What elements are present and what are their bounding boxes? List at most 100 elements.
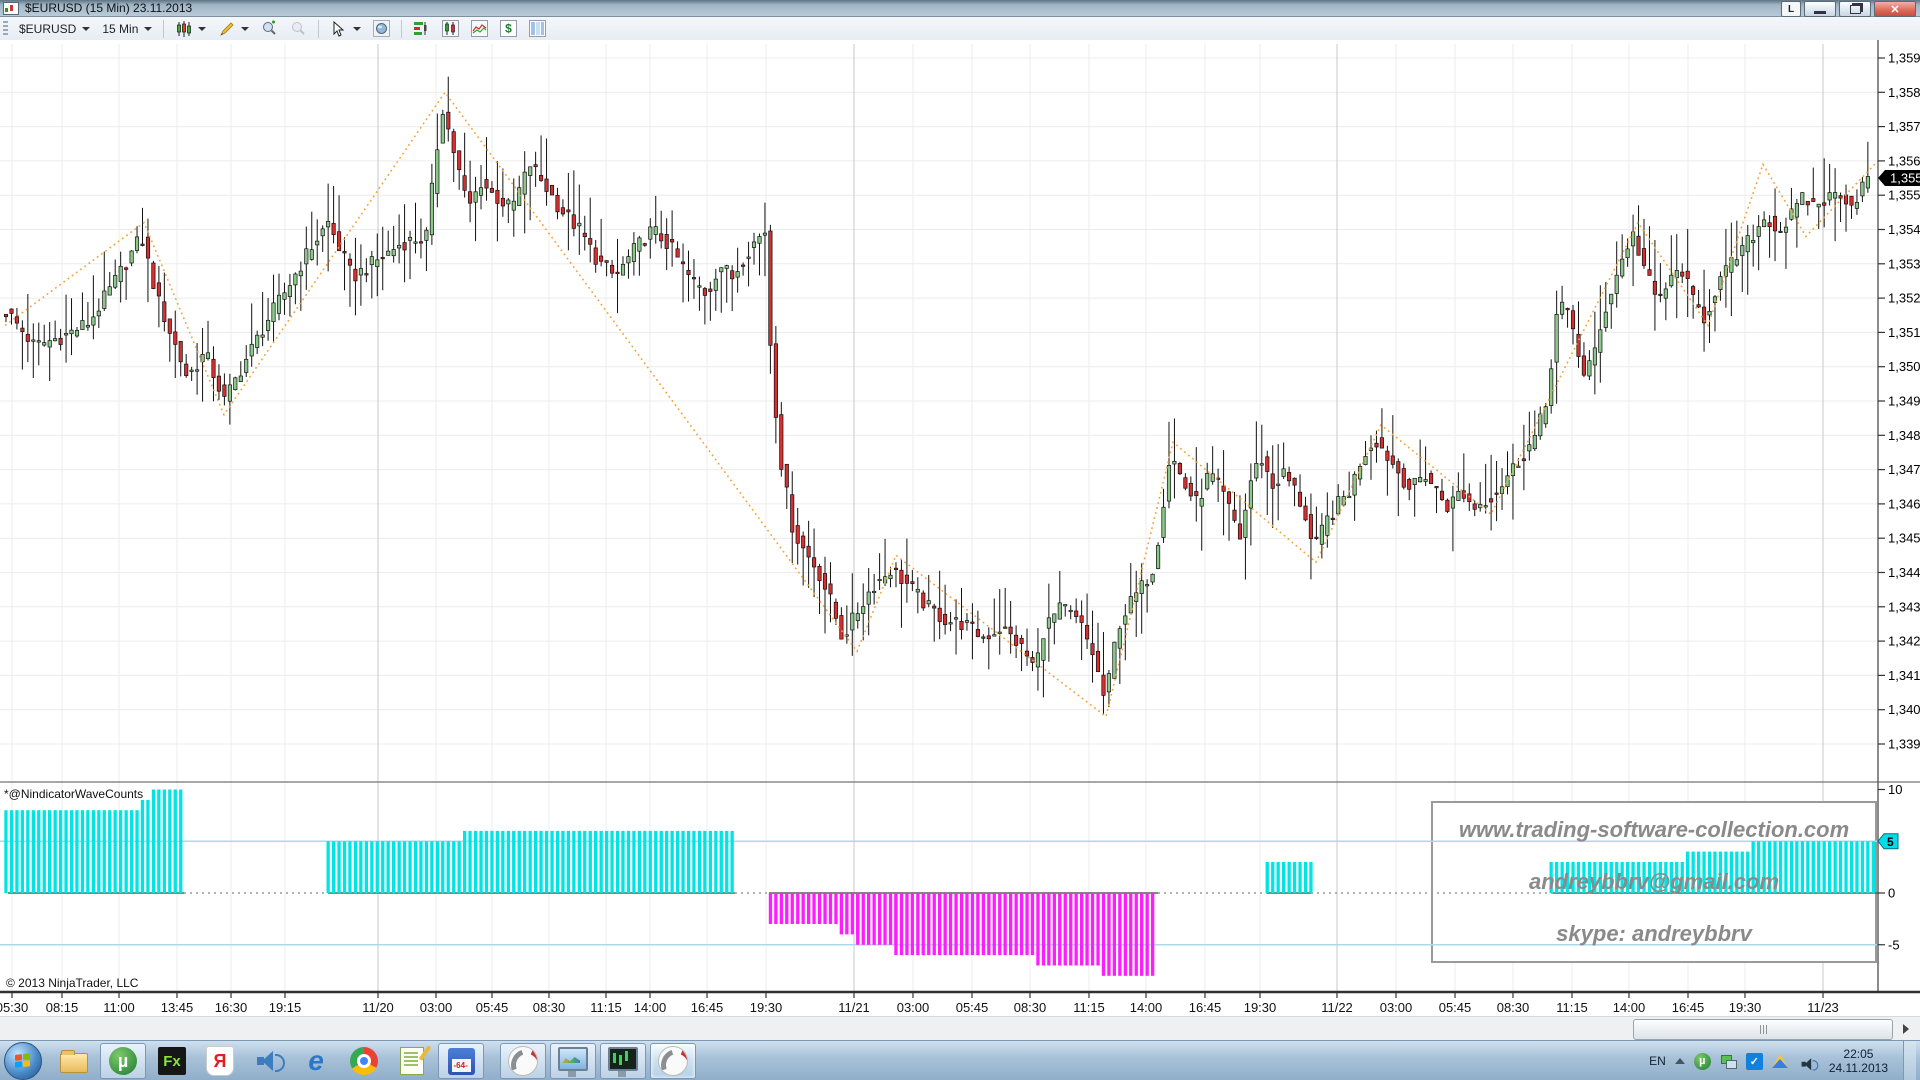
taskbar-item-utorrent[interactable]: µ: [100, 1043, 146, 1079]
instrument-dropdown[interactable]: $EURUSD: [13, 20, 96, 38]
restore-button[interactable]: [1839, 1, 1871, 17]
histogram-bar: [1145, 893, 1149, 976]
taskbar-item-fx-terminal[interactable]: Fx: [150, 1044, 194, 1078]
candle: [964, 620, 970, 623]
interval-dropdown[interactable]: 15 Min: [96, 20, 158, 38]
candle: [1079, 615, 1084, 623]
histogram-bar: [1265, 862, 1269, 893]
candle: [1003, 626, 1008, 629]
candle: [626, 256, 631, 264]
taskbar-item-floppy-saver[interactable]: [438, 1043, 484, 1079]
histogram-bar: [484, 830, 489, 893]
zoom-in-button[interactable]: [255, 18, 284, 39]
candle: [1319, 524, 1324, 545]
taskbar-item-notepad[interactable]: [390, 1044, 434, 1078]
taskbar-item-explorer[interactable]: [52, 1044, 96, 1078]
candle: [1008, 626, 1013, 635]
time-tick-label: 14:00: [633, 1000, 667, 1015]
histogram-bar: [867, 893, 871, 945]
chart-scrollbar[interactable]: [0, 1016, 1920, 1041]
candle: [517, 187, 522, 206]
taskbar-item-chrome[interactable]: [342, 1044, 386, 1078]
candle: [1756, 226, 1761, 237]
histogram-bar: [1019, 893, 1024, 956]
taskbar-item-workstation[interactable]: [550, 1043, 596, 1079]
candle: [1827, 192, 1832, 201]
candle: [1702, 306, 1707, 324]
utorrent-tray-icon[interactable]: µ: [1693, 1052, 1711, 1070]
price-tick-label: 1,3420: [1888, 634, 1920, 649]
histogram-bar: [812, 893, 816, 924]
histogram-bar: [86, 810, 90, 893]
histogram-bar: [1740, 851, 1744, 893]
chart-style-button[interactable]: [169, 18, 212, 39]
candle: [156, 282, 161, 297]
candle: [571, 214, 576, 229]
histogram-bar: [659, 830, 663, 893]
drawing-tools-button[interactable]: [212, 18, 255, 39]
histogram-bar: [408, 841, 412, 894]
taskbar-item-internet-explorer[interactable]: e: [294, 1044, 338, 1078]
scrollbar-right-button[interactable]: [1896, 1020, 1916, 1038]
histogram-bar: [605, 830, 609, 893]
candle: [1729, 257, 1734, 273]
cursor-button[interactable]: [324, 18, 367, 39]
histogram-bar: [1828, 841, 1832, 894]
candle: [347, 258, 353, 266]
candle: [872, 590, 877, 594]
hidden-icons-button[interactable]: [1674, 1058, 1685, 1064]
window-titlebar[interactable]: $EURUSD (15 Min) 23.11.2013 L ✕: [0, 0, 1920, 17]
start-button[interactable]: [4, 1042, 42, 1080]
snap-mode-button[interactable]: [367, 18, 396, 39]
candle: [1576, 333, 1581, 357]
histogram-bar: [1303, 862, 1308, 893]
candle: [195, 369, 200, 372]
histogram-bar: [1080, 893, 1084, 966]
taskbar-item-ninjatrader[interactable]: [500, 1043, 546, 1079]
candle: [1751, 240, 1756, 244]
taskbar-item-server-monitor[interactable]: [600, 1043, 646, 1079]
histogram-bar: [1855, 841, 1859, 894]
show-desktop-button[interactable]: [1903, 1041, 1916, 1080]
histogram-bar: [1309, 862, 1313, 893]
language-indicator[interactable]: EN: [1649, 1054, 1666, 1068]
candle: [107, 286, 112, 296]
lock-button[interactable]: L: [1781, 1, 1801, 17]
histogram-bar: [807, 893, 811, 924]
google-drive-tray-icon[interactable]: [1771, 1054, 1788, 1068]
account-dollar-button[interactable]: $: [494, 18, 523, 39]
taskbar-item-volume[interactable]: [246, 1044, 290, 1078]
data-grid-button[interactable]: [523, 18, 552, 39]
histogram-bar: [1052, 893, 1056, 966]
tray-clock[interactable]: 22:05 24.11.2013: [1829, 1047, 1888, 1075]
candle: [1783, 226, 1789, 233]
candle: [31, 339, 36, 342]
volume-tray-icon[interactable]: [1800, 1056, 1819, 1071]
market-analyzer-button[interactable]: [407, 18, 436, 39]
chart-canvas[interactable]: 1,3590 1,3580 1,3570 1,3560 1,3550 1,3540 1,35…: [0, 40, 1920, 1040]
network-tray-icon[interactable]: [1720, 1053, 1737, 1070]
speaker-icon: [255, 1048, 285, 1074]
taskbar-item-yandex[interactable]: Я: [198, 1044, 242, 1078]
mini-chart-button[interactable]: [465, 18, 494, 39]
taskbar-item-ninjatrader-active[interactable]: [650, 1043, 696, 1079]
dropbox-tray-icon[interactable]: ✓: [1745, 1052, 1763, 1070]
candle: [1134, 592, 1139, 602]
minimize-button[interactable]: [1804, 1, 1836, 17]
candle: [1248, 480, 1253, 509]
candle: [413, 241, 418, 244]
candle: [102, 290, 107, 309]
zoom-out-button[interactable]: [284, 18, 313, 39]
close-button[interactable]: ✕: [1874, 1, 1916, 17]
chart-trader-button[interactable]: [436, 18, 465, 39]
candle: [1270, 473, 1275, 489]
candle: [866, 591, 871, 605]
time-axis[interactable]: 05:30 08:15 11:00 13:45 16:30 19:15 11/20 03:00…: [0, 998, 1920, 1018]
candle: [593, 247, 598, 265]
histogram-bar: [1697, 851, 1701, 893]
candle: [981, 636, 986, 639]
candle: [1292, 477, 1297, 486]
scrollbar-thumb[interactable]: [1633, 1019, 1893, 1040]
toolbar-drag-handle[interactable]: [3, 20, 8, 37]
candle: [817, 566, 822, 582]
